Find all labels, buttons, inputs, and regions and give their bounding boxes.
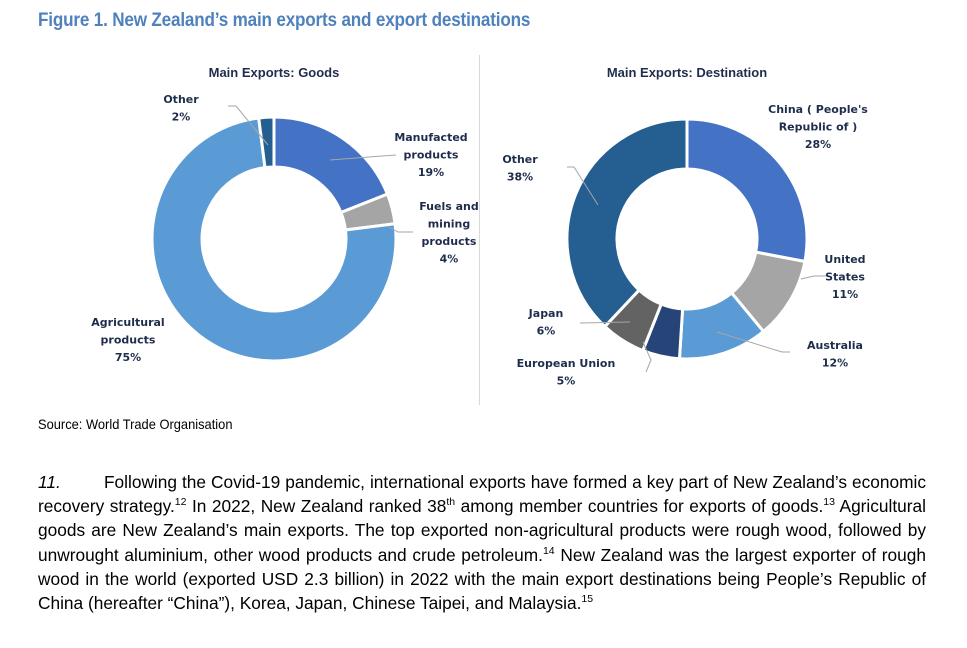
footnote-ref[interactable]: 13 — [823, 496, 835, 509]
footnote-ref[interactable]: th — [446, 496, 456, 509]
goods-donut-chart: Main Exports: Goods Manufacted products 19… — [91, 65, 478, 364]
data-label-line: United — [824, 253, 865, 266]
leader-line — [579, 321, 631, 324]
data-label-line: 5% — [557, 375, 576, 388]
data-label-line: Republic of ) — [779, 121, 858, 134]
data-label: Other 2% — [163, 93, 199, 124]
data-label-line: 11% — [832, 288, 858, 301]
destination-donut-chart: Main Exports: Destination China ( People… — [502, 65, 868, 388]
donut-slice-agricultural-products — [150, 116, 398, 363]
paragraph-text: Following the Covid-19 pandemic, interna… — [38, 472, 926, 613]
paragraph-text-run: among member countries for exports of go… — [455, 496, 824, 517]
data-label-line: Other — [502, 153, 538, 166]
donut-slice-manufacted-products — [272, 115, 390, 215]
leader-line — [329, 154, 397, 161]
leader-line — [388, 226, 413, 233]
data-label: European Union 5% — [517, 357, 616, 388]
leader-line — [642, 341, 652, 373]
data-label-line: 75% — [115, 351, 141, 364]
paragraph-text-run: In 2022, New Zealand ranked 38 — [186, 496, 447, 517]
leader-line — [228, 105, 269, 146]
data-label: Australia 12% — [807, 339, 863, 370]
data-label-line: Manufacted — [394, 131, 467, 144]
data-label-line: 19% — [418, 166, 444, 179]
data-label-line: 38% — [507, 171, 533, 184]
data-label: Agricultural products 75% — [91, 316, 164, 364]
data-label-line: Australia — [807, 339, 863, 352]
data-label-line: 12% — [822, 357, 848, 370]
data-label-line: products — [101, 334, 156, 347]
chart-title: Main Exports: Goods — [209, 65, 340, 80]
chart-title: Main Exports: Destination — [607, 65, 767, 80]
data-label: Manufacted products 19% — [394, 131, 467, 179]
data-label: Other 38% — [502, 153, 538, 184]
paragraph-text-run: Following the Covid-19 pandemic, interna… — [38, 472, 926, 517]
donut-slice-china-people-s-republic-of — [685, 117, 809, 264]
data-label-line: 4% — [440, 253, 459, 266]
data-label-line: Japan — [528, 307, 564, 320]
data-label-line: Other — [163, 93, 199, 106]
data-label: Japan 6% — [528, 307, 564, 338]
data-label-line: States — [825, 271, 865, 284]
footnote-ref[interactable]: 14 — [542, 544, 555, 557]
figure-charts: Main Exports: Goods Manufacted products 19… — [91, 65, 868, 388]
paragraph-number: 11. — [38, 472, 61, 492]
data-label-line: Fuels and — [419, 200, 479, 213]
leader-line — [800, 275, 826, 280]
data-label: Fuels and mining products 4% — [419, 200, 479, 266]
figure-source: Source: World Trade Organisation — [38, 416, 233, 432]
data-label-line: Agricultural — [91, 316, 164, 329]
leader-line — [567, 166, 599, 206]
data-label-line: mining — [428, 218, 471, 231]
data-label-line: products — [404, 149, 459, 162]
data-label-line: products — [422, 235, 477, 248]
footnote-ref[interactable]: 15 — [581, 593, 594, 606]
footnote-ref[interactable]: 12 — [174, 496, 187, 509]
paragraph-text-run: Agricultural goods are New Zealand’s mai… — [38, 496, 926, 565]
data-label: China ( People's Republic of ) 28% — [768, 103, 868, 151]
data-label: United States 11% — [824, 253, 865, 301]
paragraph-text-run: New Zealand was the largest exporter of … — [38, 544, 927, 614]
body-paragraph: 11. Following the Covid-19 pandemic, inte… — [38, 470, 926, 615]
data-label-line: European Union — [517, 357, 616, 370]
leader-line — [716, 331, 790, 353]
chart-divider — [479, 55, 480, 405]
data-label-line: 2% — [172, 111, 191, 124]
data-label-line: China ( People's — [768, 103, 868, 116]
data-label-line: 28% — [805, 138, 831, 151]
data-label-line: 6% — [537, 325, 556, 338]
figure-title: Figure 1. New Zealand’s main exports and… — [38, 10, 531, 31]
donut-slice-other — [565, 117, 689, 329]
